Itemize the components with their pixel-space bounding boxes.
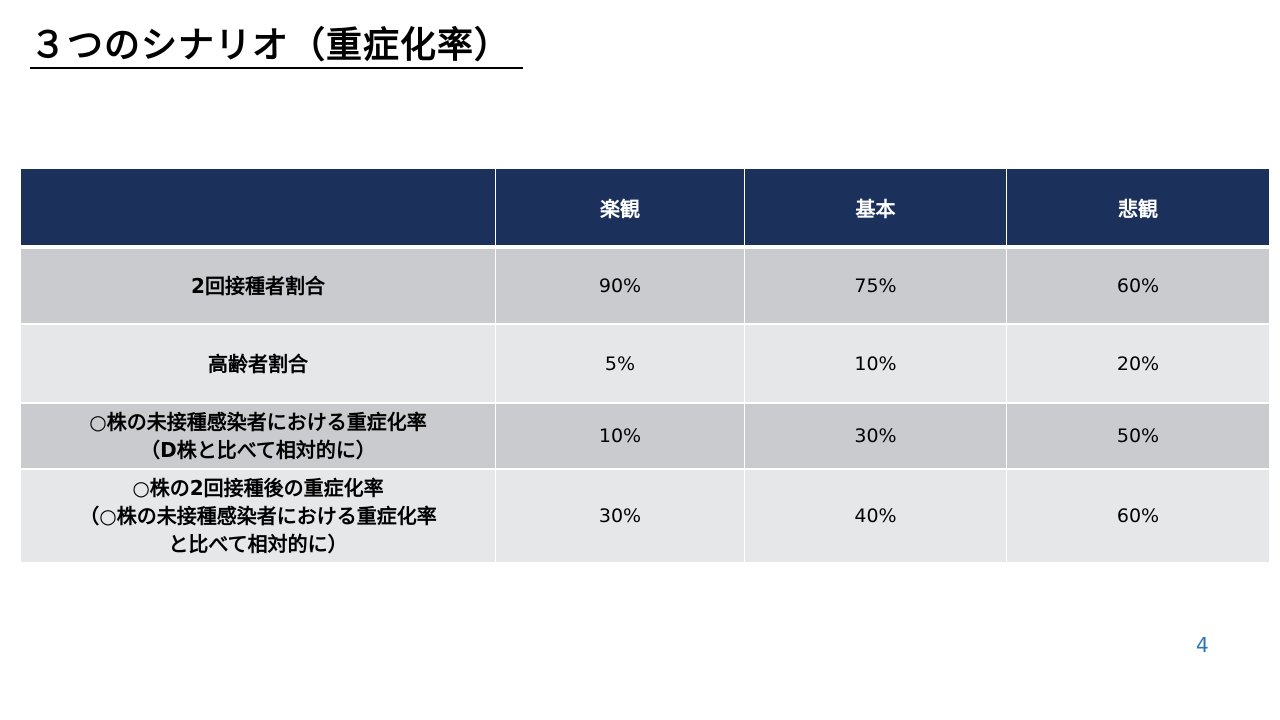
row-label-line: （○株の未接種感染者における重症化率 xyxy=(79,504,437,528)
row-label: ○株の2回接種後の重症化率 （○株の未接種感染者における重症化率 と比べて相対的… xyxy=(20,469,496,564)
table-row: 2回接種者割合 90% 75% 60% xyxy=(20,247,1270,325)
page-number: 4 xyxy=(1196,633,1209,657)
header-pessimistic: 悲観 xyxy=(1006,169,1270,249)
row-label: 高齢者割合 xyxy=(20,324,496,404)
table-row: ○株の未接種感染者における重症化率 （D株と比べて相対的に） 10% 30% 5… xyxy=(20,403,1270,470)
row-label-line: ○株の未接種感染者における重症化率 xyxy=(89,410,427,434)
row-label-line: ○株の2回接種後の重症化率 xyxy=(132,476,384,500)
scenario-table: 楽観 基本 悲観 2回接種者割合 90% 75% 60% 高齢者割合 5% 10… xyxy=(20,169,1270,564)
slide-title: ３つのシナリオ（重症化率） xyxy=(30,26,524,69)
cell-value: 10% xyxy=(744,324,1007,404)
cell-value: 60% xyxy=(1006,469,1270,564)
cell-value: 30% xyxy=(495,469,745,564)
row-label: ○株の未接種感染者における重症化率 （D株と比べて相対的に） xyxy=(20,403,496,470)
cell-value: 40% xyxy=(744,469,1007,564)
header-optimistic: 楽観 xyxy=(495,169,745,249)
cell-value: 50% xyxy=(1006,403,1270,470)
row-label: 2回接種者割合 xyxy=(20,247,496,325)
table-row: ○株の2回接種後の重症化率 （○株の未接種感染者における重症化率 と比べて相対的… xyxy=(20,469,1270,564)
row-label-line: （D株と比べて相対的に） xyxy=(140,438,376,462)
header-base: 基本 xyxy=(744,169,1007,249)
cell-value: 75% xyxy=(744,247,1007,325)
table-header-row: 楽観 基本 悲観 xyxy=(20,169,1270,249)
cell-value: 90% xyxy=(495,247,745,325)
table-row: 高齢者割合 5% 10% 20% xyxy=(20,324,1270,404)
cell-value: 5% xyxy=(495,324,745,404)
row-label-line: と比べて相対的に） xyxy=(168,532,348,556)
cell-value: 20% xyxy=(1006,324,1270,404)
cell-value: 60% xyxy=(1006,247,1270,325)
cell-value: 30% xyxy=(744,403,1007,470)
cell-value: 10% xyxy=(495,403,745,470)
header-empty xyxy=(20,169,496,249)
